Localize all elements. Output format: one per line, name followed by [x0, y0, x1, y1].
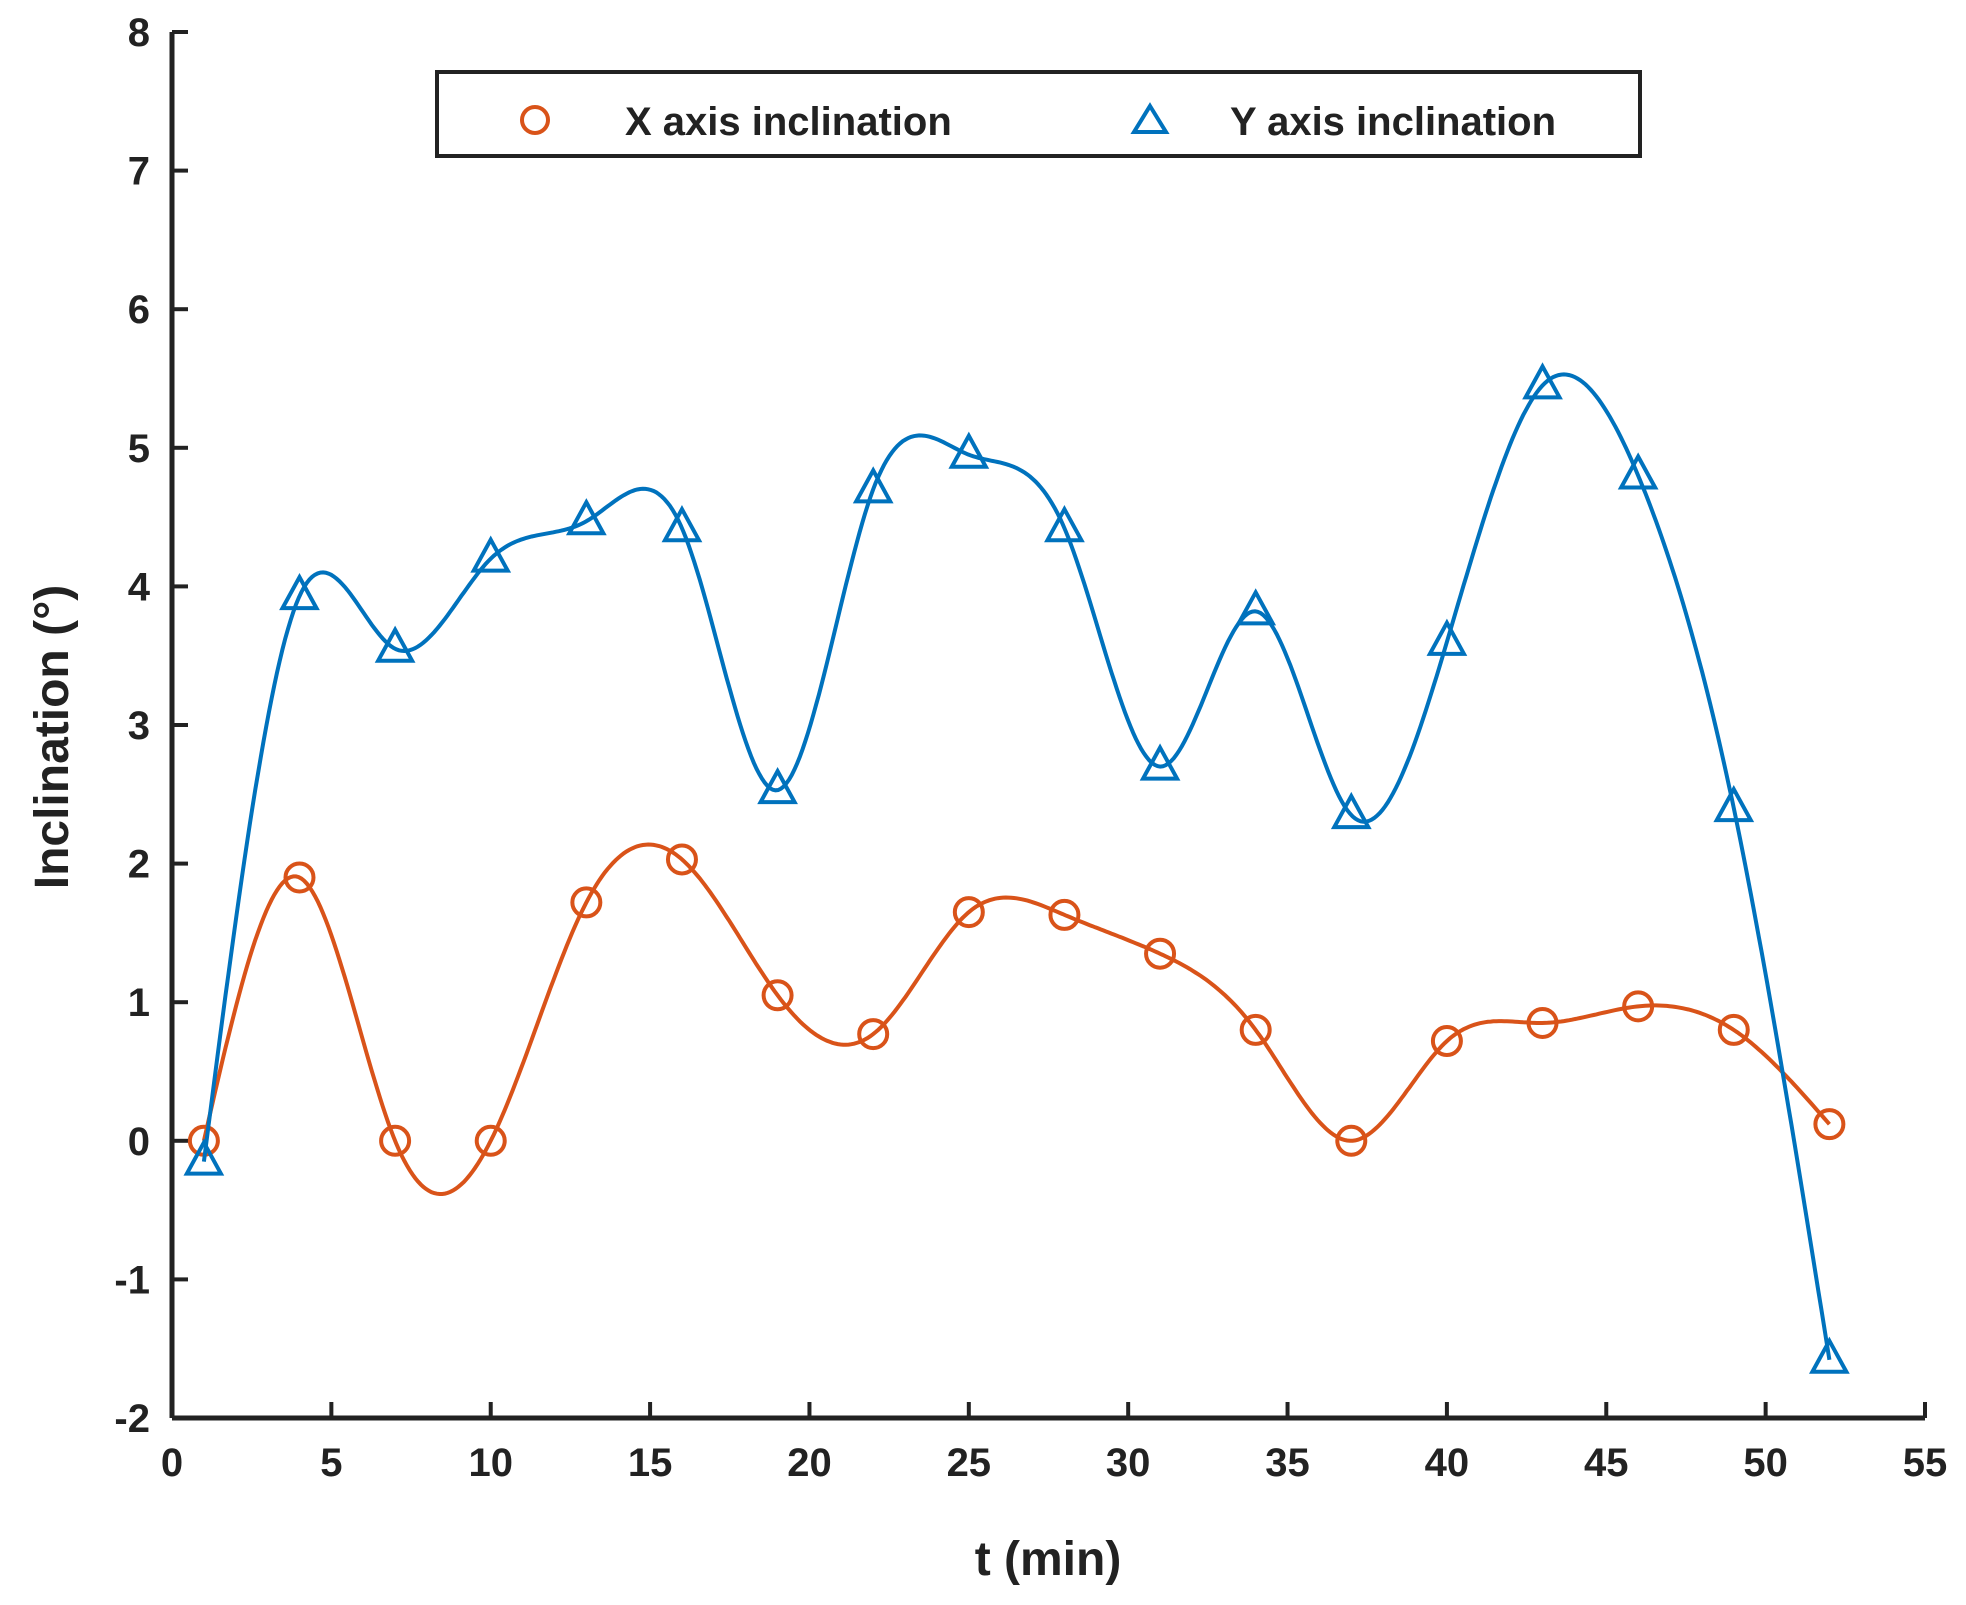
y-tick-label: -2 — [114, 1397, 150, 1441]
data-point-triangle — [1139, 743, 1181, 781]
data-point-triangle — [1330, 791, 1372, 830]
data-point-circle — [379, 1124, 412, 1157]
axes — [169, 32, 1925, 1421]
legend-marker-y — [1130, 102, 1170, 134]
y-tick-label: -1 — [114, 1258, 150, 1302]
data-point-circle — [1717, 1013, 1750, 1046]
data-point-triangle — [565, 498, 607, 536]
data-point-circle — [1622, 990, 1655, 1023]
data-point-circle — [1335, 1124, 1368, 1157]
y-axis-title: Inclination (°) — [26, 585, 79, 890]
y-tick-label: 4 — [128, 565, 151, 609]
data-point-circle — [857, 1018, 890, 1051]
data-point-triangle — [1235, 588, 1277, 626]
data-point-circle — [1813, 1108, 1846, 1141]
y-tick-label: 3 — [128, 704, 150, 748]
series-x-axis-inclination — [187, 842, 1846, 1196]
data-point-triangle — [1617, 452, 1659, 490]
x-tick-label: 10 — [468, 1441, 513, 1485]
data-point-circle — [665, 843, 698, 876]
data-point-circle — [1144, 937, 1177, 970]
data-point-triangle — [1713, 785, 1755, 823]
data-point-circle — [474, 1124, 507, 1157]
data-point-circle — [1526, 1006, 1559, 1039]
series-line — [201, 842, 1831, 1196]
x-tick-label: 30 — [1106, 1441, 1151, 1485]
x-axis-title: t (min) — [975, 1533, 1122, 1586]
legend-label-x: X axis inclination — [625, 100, 952, 144]
legend-label-y: Y axis inclination — [1230, 100, 1556, 144]
y-tick-label: 7 — [128, 150, 150, 194]
data-point-triangle — [661, 505, 703, 543]
y-tick-label: 2 — [128, 843, 150, 887]
data-point-circle — [570, 886, 603, 919]
data-point-circle — [761, 979, 794, 1012]
x-tick-label: 45 — [1584, 1441, 1629, 1485]
legend-box — [435, 70, 1642, 158]
y-tick-label: 0 — [128, 1120, 150, 1164]
data-point-triangle — [1809, 1336, 1850, 1374]
x-tick-label: 35 — [1265, 1441, 1310, 1485]
data-point-circle — [952, 896, 985, 929]
y-tick-label: 8 — [128, 11, 150, 55]
series-line — [201, 372, 1832, 1361]
data-point-triangle — [470, 535, 512, 573]
x-tick-label: 50 — [1743, 1441, 1788, 1485]
data-point-triangle — [1426, 618, 1468, 656]
x-tick-label: 15 — [628, 1441, 673, 1485]
x-tick-label: 20 — [787, 1441, 832, 1485]
data-point-triangle — [852, 466, 894, 504]
x-tick-label: 0 — [161, 1441, 183, 1485]
x-tick-label: 40 — [1425, 1441, 1470, 1485]
series-layer — [183, 362, 1850, 1374]
data-point-circle — [1430, 1025, 1463, 1058]
series-y-axis-inclination — [183, 362, 1850, 1374]
y-tick-label: 1 — [128, 981, 150, 1025]
data-point-triangle — [183, 1138, 225, 1176]
x-tick-label: 55 — [1903, 1441, 1948, 1485]
legend-marker-x — [520, 105, 550, 135]
data-point-triangle — [1522, 362, 1563, 400]
data-point-circle — [283, 861, 316, 894]
data-point-triangle — [757, 766, 798, 805]
data-point-circle — [1239, 1013, 1272, 1046]
y-tick-label: 6 — [128, 288, 150, 332]
data-point-triangle — [1044, 505, 1085, 543]
x-tick-label: 25 — [947, 1441, 992, 1485]
data-point-triangle — [948, 431, 990, 469]
data-point-triangle — [279, 572, 320, 611]
legend: X axis inclination Y axis inclination — [435, 70, 1642, 158]
data-point-circle — [1048, 898, 1081, 931]
x-tick-label: 5 — [320, 1441, 342, 1485]
data-point-triangle — [374, 625, 416, 663]
y-tick-label: 5 — [128, 427, 150, 471]
